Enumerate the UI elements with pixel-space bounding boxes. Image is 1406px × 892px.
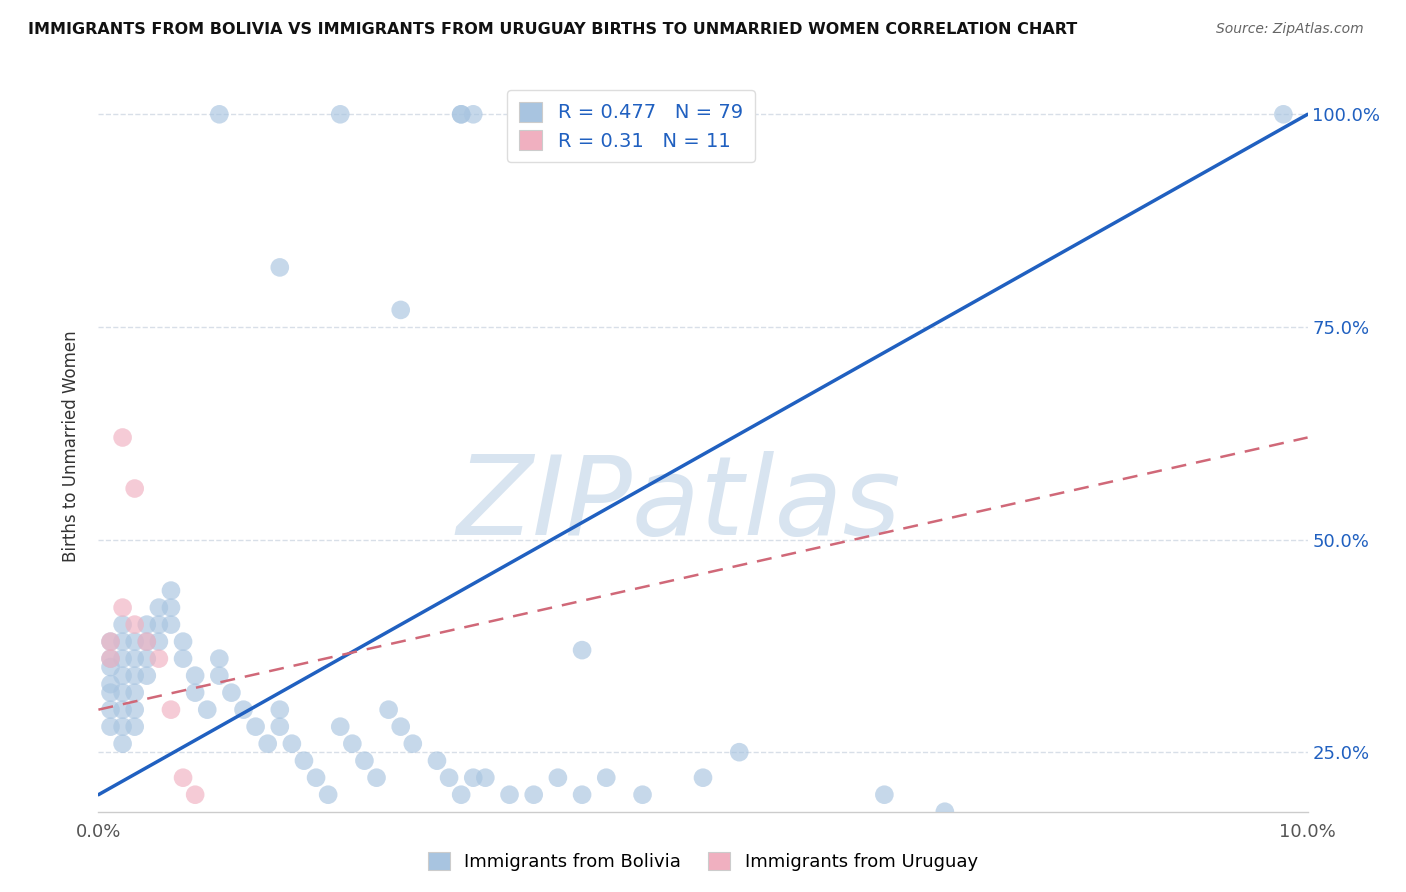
Point: [100, 660, 122, 674]
Point: [111, 720, 134, 734]
Point: [148, 651, 170, 665]
Point: [135, 651, 157, 665]
Point: [934, 805, 956, 819]
Point: [316, 788, 339, 802]
Point: [571, 643, 593, 657]
Point: [135, 668, 157, 682]
Point: [100, 677, 122, 691]
Point: [148, 600, 170, 615]
Point: [124, 720, 146, 734]
Point: [100, 634, 122, 648]
Point: [873, 788, 896, 802]
Point: [124, 482, 146, 496]
Point: [135, 634, 157, 648]
Point: [111, 703, 134, 717]
Point: [160, 617, 183, 632]
Point: [208, 107, 231, 121]
Text: IMMIGRANTS FROM BOLIVIA VS IMMIGRANTS FROM URUGUAY BIRTHS TO UNMARRIED WOMEN COR: IMMIGRANTS FROM BOLIVIA VS IMMIGRANTS FR…: [28, 22, 1077, 37]
Point: [135, 634, 157, 648]
Point: [124, 703, 146, 717]
Point: [172, 634, 194, 648]
Point: [329, 107, 352, 121]
Point: [450, 107, 472, 121]
Point: [426, 754, 449, 768]
Point: [342, 737, 364, 751]
Point: [100, 720, 122, 734]
Point: [111, 737, 134, 751]
Point: [366, 771, 388, 785]
Point: [100, 651, 122, 665]
Point: [184, 668, 207, 682]
Point: [111, 617, 134, 632]
Point: [111, 600, 134, 615]
Point: [135, 617, 157, 632]
Point: [256, 737, 278, 751]
Point: [389, 720, 412, 734]
Point: [389, 302, 412, 317]
Point: [100, 703, 122, 717]
Point: [498, 788, 520, 802]
Point: [148, 634, 170, 648]
Point: [184, 686, 207, 700]
Y-axis label: Births to Unmarried Women: Births to Unmarried Women: [62, 330, 80, 562]
Point: [221, 686, 243, 700]
Point: [292, 754, 315, 768]
Point: [111, 686, 134, 700]
Point: [281, 737, 304, 751]
Point: [1272, 107, 1295, 121]
Point: [269, 260, 291, 275]
Point: [377, 703, 399, 717]
Point: [124, 686, 146, 700]
Point: [595, 771, 617, 785]
Point: [184, 788, 207, 802]
Point: [547, 771, 569, 785]
Text: Source: ZipAtlas.com: Source: ZipAtlas.com: [1216, 22, 1364, 37]
Point: [100, 686, 122, 700]
Point: [160, 703, 183, 717]
Point: [450, 788, 472, 802]
Point: [160, 583, 183, 598]
Point: [463, 771, 485, 785]
Point: [269, 720, 291, 734]
Point: [692, 771, 714, 785]
Point: [111, 634, 134, 648]
Point: [172, 651, 194, 665]
Point: [402, 737, 425, 751]
Point: [208, 651, 231, 665]
Point: [437, 771, 460, 785]
Point: [111, 430, 134, 444]
Point: [208, 668, 231, 682]
Point: [148, 617, 170, 632]
Point: [523, 788, 546, 802]
Point: [232, 703, 254, 717]
Point: [124, 617, 146, 632]
Point: [474, 771, 496, 785]
Point: [450, 107, 472, 121]
Point: [728, 745, 751, 759]
Point: [124, 668, 146, 682]
Legend: Immigrants from Bolivia, Immigrants from Uruguay: Immigrants from Bolivia, Immigrants from…: [422, 845, 984, 879]
Point: [111, 651, 134, 665]
Point: [111, 668, 134, 682]
Text: ZIPatlas: ZIPatlas: [457, 451, 901, 558]
Point: [329, 720, 352, 734]
Point: [571, 788, 593, 802]
Point: [160, 600, 183, 615]
Point: [100, 651, 122, 665]
Point: [631, 788, 654, 802]
Point: [463, 107, 485, 121]
Point: [353, 754, 375, 768]
Point: [269, 703, 291, 717]
Legend: R = 0.477   N = 79, R = 0.31   N = 11: R = 0.477 N = 79, R = 0.31 N = 11: [508, 90, 755, 162]
Point: [195, 703, 218, 717]
Point: [245, 720, 267, 734]
Point: [124, 651, 146, 665]
Point: [172, 771, 194, 785]
Point: [124, 634, 146, 648]
Point: [100, 634, 122, 648]
Point: [305, 771, 328, 785]
